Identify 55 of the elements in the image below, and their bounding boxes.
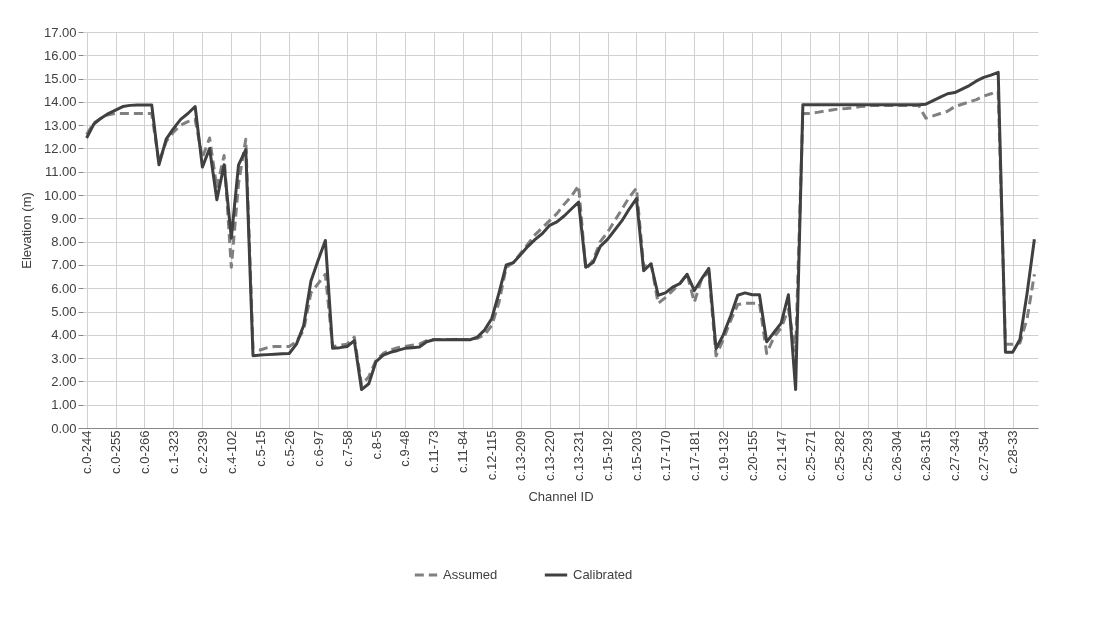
x-tick-label: c.6-97 [310,430,326,467]
x-tick-label: c.17-181 [686,430,702,482]
y-tick-label: 2.00 [51,373,77,389]
x-tick-label: c.5-15 [252,430,268,467]
x-tick-label: c.26-315 [918,430,934,482]
x-axis-title: Channel ID [528,489,594,505]
y-tick-label: 15.00 [43,71,77,87]
y-tick-label: 10.00 [43,187,77,203]
x-tick-label: c.20-155 [744,430,760,482]
legend-label: Calibrated [573,567,633,582]
x-tick-label: c.26-304 [889,430,905,482]
y-tick-label: 4.00 [51,327,77,343]
x-tick-label: c.0-266 [137,430,152,474]
y-tick-label: 7.00 [51,257,77,273]
x-tick-label: c.2-239 [194,430,210,474]
x-tick-label: c.15-192 [600,430,616,482]
x-tick-label: c.25-271 [802,430,818,482]
x-tick-label: c.11-84 [455,430,471,473]
x-tick-label: c.28-33 [1005,430,1021,474]
y-tick-label: 16.00 [43,47,77,63]
x-tick-label: c.25-293 [860,430,876,482]
y-tick-label: 11.00 [44,164,77,180]
x-tick-label: c.17-170 [657,430,673,482]
x-tick-label: c.21-147 [773,430,789,482]
x-tick-label: c.8-5 [368,430,384,460]
y-tick-label: 14.00 [43,94,77,110]
x-tick-label: c.4-102 [223,430,239,474]
y-tick-label: 8.00 [51,234,77,250]
y-axis-title: Elevation (m) [18,192,34,269]
x-tick-label: c.5-26 [281,430,297,467]
x-tick-label: c.19-132 [715,430,731,482]
x-tick-label: c.11-73 [426,430,442,473]
x-tick-label: c.13-231 [571,430,587,482]
x-tick-label: c.0-255 [108,430,124,474]
x-tick-label: c.12-115 [484,430,500,481]
legend-label: Assumed [443,567,498,582]
y-tick-label: 6.00 [51,280,77,296]
y-tick-label: 5.00 [51,304,77,320]
y-tick-label: 1.00 [51,397,77,413]
x-tick-label: c.27-343 [947,430,963,482]
x-tick-label: c.13-209 [513,430,529,482]
x-tick-label: c.1-323 [165,430,181,474]
x-tick-label: c.15-203 [628,430,644,482]
x-tick-label: c.25-282 [831,430,847,482]
y-tick-label: 3.00 [51,350,77,366]
y-tick-label: 0.00 [51,420,77,436]
y-tick-label: 13.00 [43,117,77,133]
x-tick-label: c.7-58 [339,430,355,467]
x-tick-label: c.13-220 [542,430,558,482]
y-tick-label: 9.00 [51,210,77,226]
x-tick-label: c.9-48 [397,430,413,467]
x-tick-label: c.0-244 [79,430,95,474]
y-tick-label: 17.00 [43,24,77,40]
y-tick-label: 12.00 [43,140,77,156]
x-tick-label: c.27-354 [976,430,992,482]
